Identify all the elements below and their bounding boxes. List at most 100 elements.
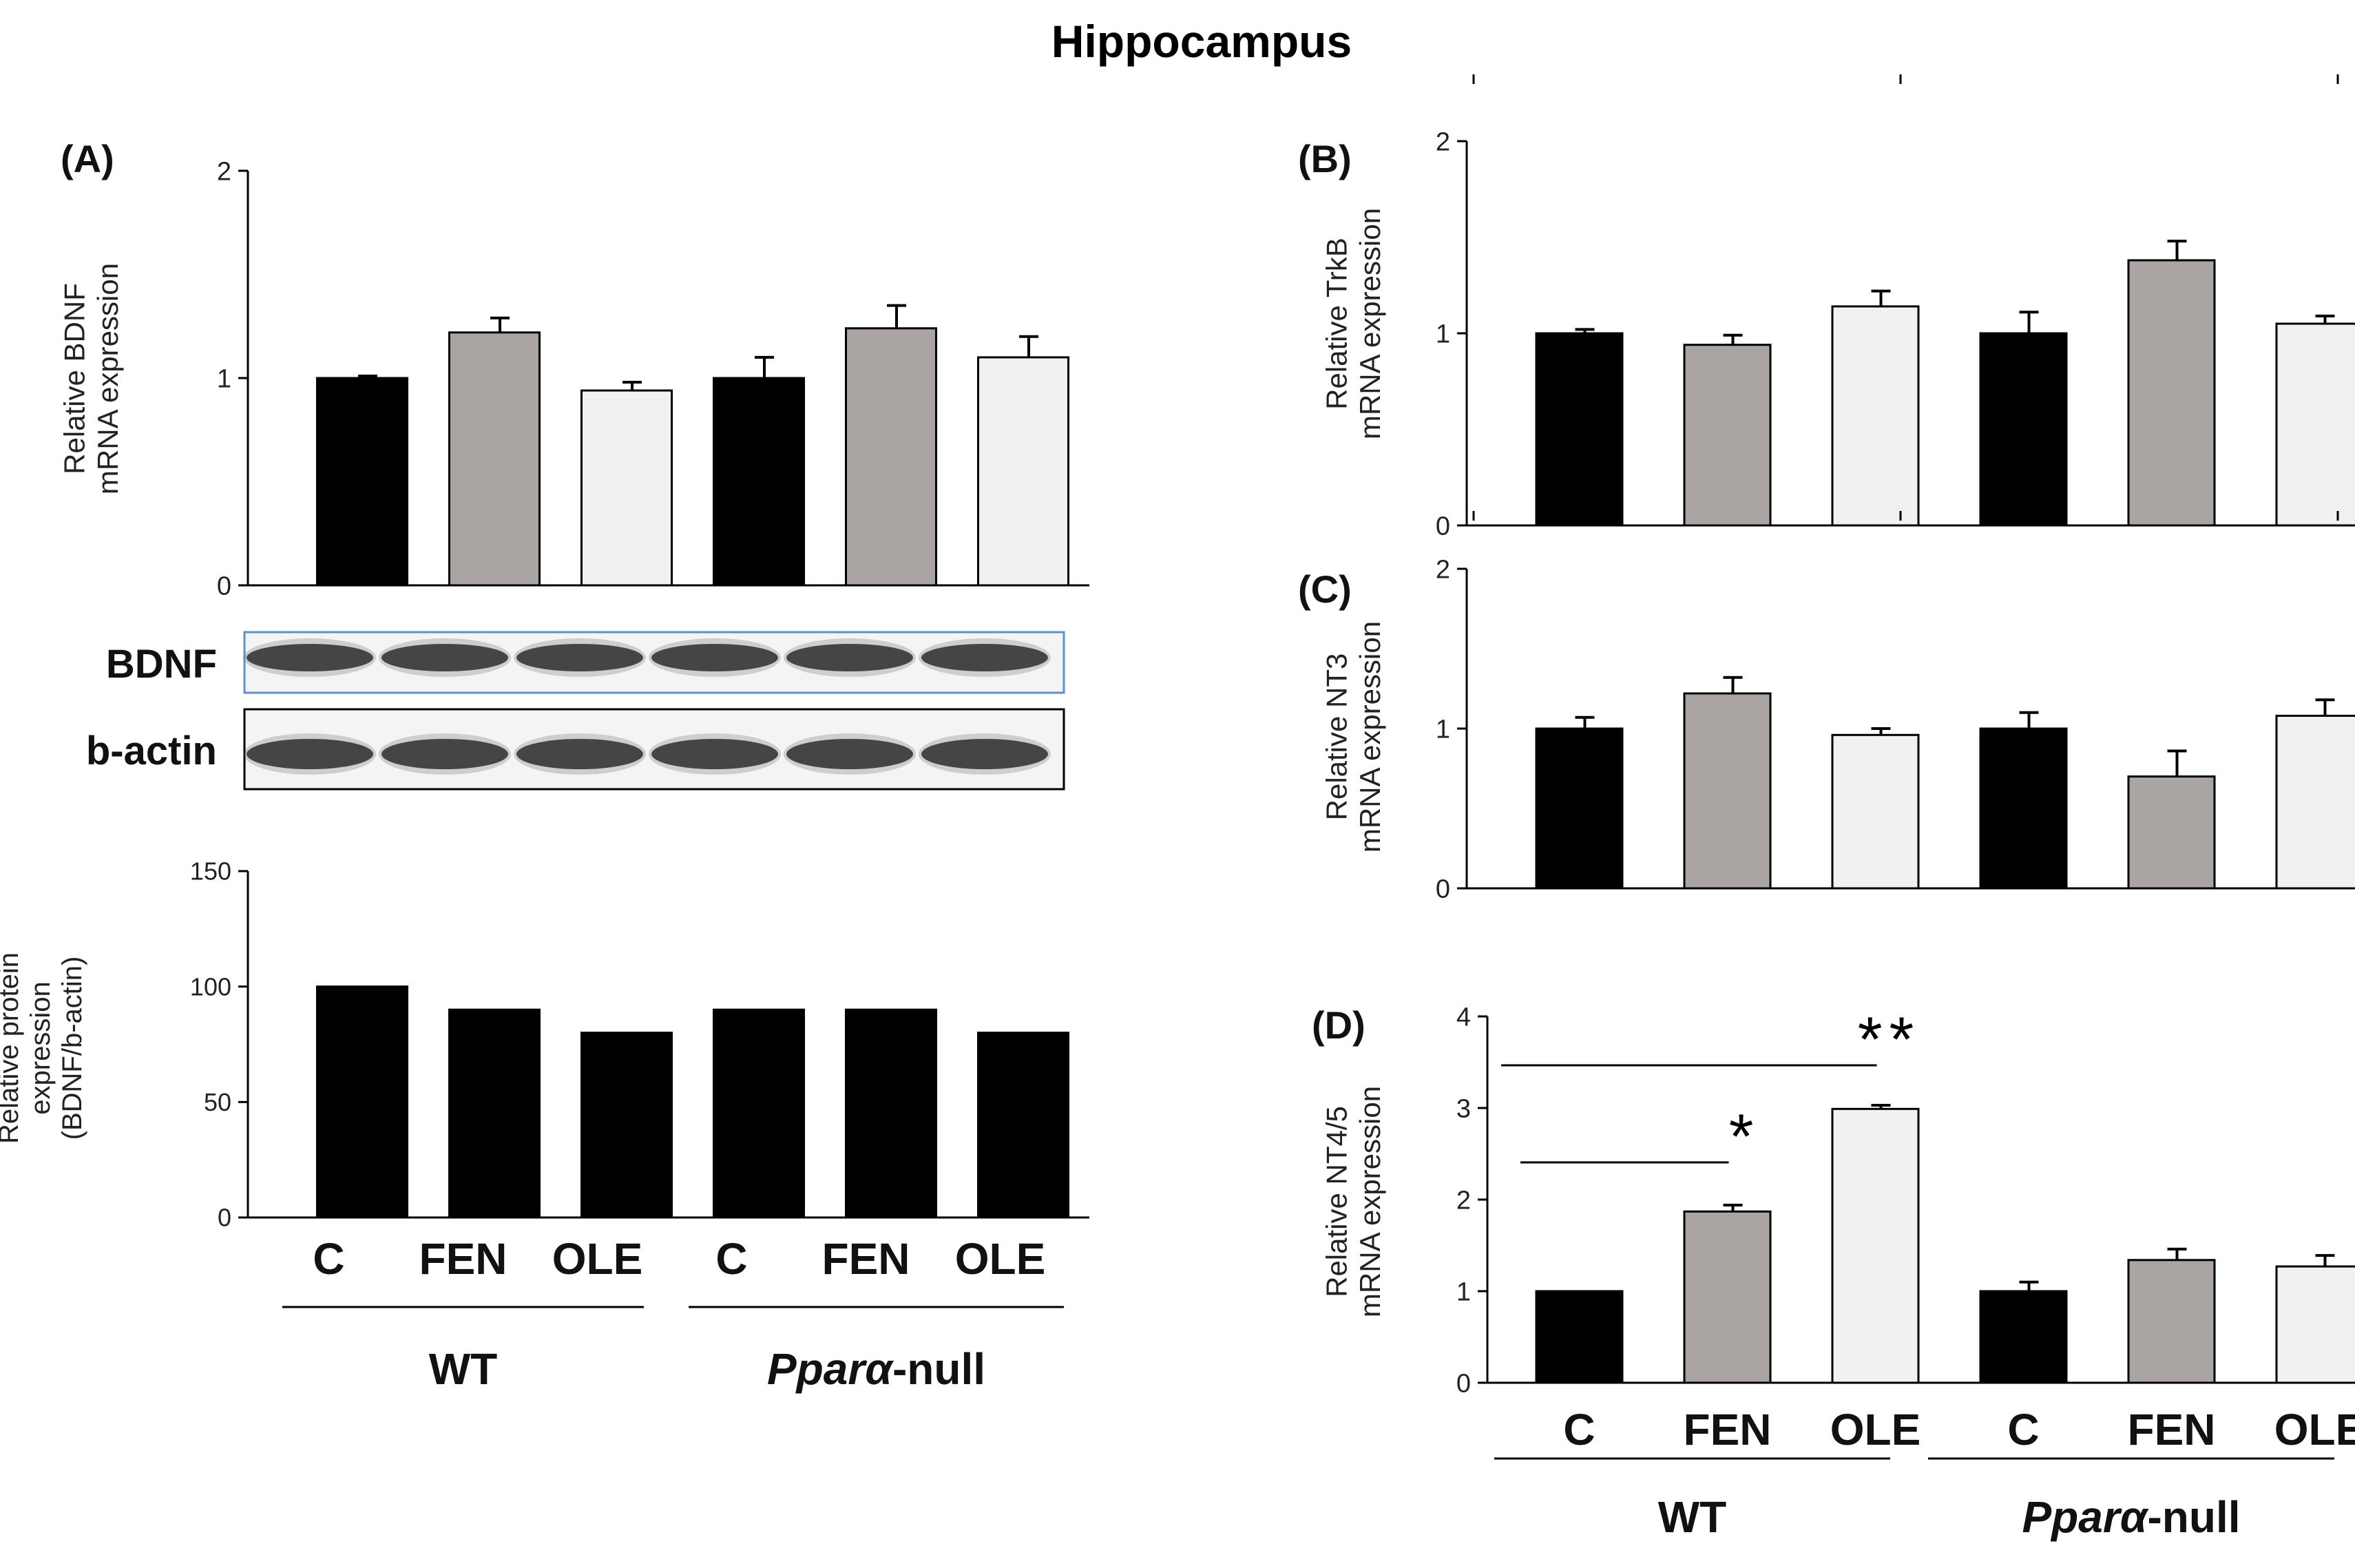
- bar-ole: [977, 356, 1069, 587]
- category-label: C: [313, 1234, 344, 1284]
- blot-band-halo: [379, 733, 511, 775]
- blot-band: [651, 644, 778, 671]
- bar-ole: [1831, 1107, 1920, 1384]
- bar-fen: [1683, 344, 1772, 527]
- blot-band-halo: [244, 638, 376, 677]
- bar-c: [316, 985, 408, 1219]
- blot-band-halo: [649, 733, 781, 775]
- bar-c: [316, 377, 408, 587]
- bar-fen: [2127, 259, 2216, 527]
- y-axis-label-line: mRNA expression: [1354, 208, 1386, 439]
- category-axis-right: C FEN OLE C FEN OLE WT Pparα-null: [1494, 1405, 2355, 1542]
- blot-band: [516, 644, 643, 671]
- category-label: FEN: [419, 1234, 507, 1284]
- y-tick-label: 0: [1436, 875, 1450, 903]
- blot-band: [247, 644, 373, 671]
- y-axis-label-line: expression: [25, 981, 56, 1114]
- y-axis-label-line: Relative NT4/5: [1321, 1106, 1353, 1297]
- group-label: WT: [1658, 1492, 1727, 1542]
- bar-c: [1535, 332, 1624, 527]
- group-label: WT: [429, 1344, 498, 1394]
- y-axis-label: Relative NT3mRNA expression: [1321, 621, 1386, 853]
- blot-band-halo: [784, 638, 916, 677]
- bar-ole: [580, 389, 673, 587]
- y-axis-label-line: Relative NT3: [1321, 654, 1353, 821]
- bar-ole: [580, 1032, 673, 1219]
- bar-c: [1535, 1290, 1624, 1384]
- bar-fen: [448, 1008, 541, 1219]
- blot-band: [247, 739, 373, 769]
- bar-c: [1979, 1290, 2068, 1384]
- category-label: C: [2007, 1405, 2039, 1454]
- bar-ole: [1831, 733, 1920, 890]
- group-label-italic: Pparα: [2022, 1492, 2148, 1542]
- blot-band-halo: [244, 733, 376, 775]
- y-axis-label: Relative BDNFmRNA expression: [59, 263, 124, 494]
- category-label: FEN: [2128, 1405, 2216, 1454]
- group-label: Pparα-null: [767, 1344, 985, 1394]
- blot-band-halo: [919, 733, 1051, 775]
- category-label: OLE: [1830, 1405, 1921, 1454]
- blot-band: [381, 739, 508, 769]
- panel-label: (B): [1298, 137, 1352, 180]
- blot-row-label: b-actin: [86, 729, 217, 773]
- category-label: C: [1563, 1405, 1595, 1454]
- bar-ole: [1831, 305, 1920, 527]
- y-tick-label: 1: [1436, 320, 1450, 348]
- blot-band-halo: [784, 733, 916, 775]
- blot-band-halo: [919, 638, 1051, 677]
- y-tick-label: 0: [218, 1204, 231, 1232]
- bar-ole: [2275, 714, 2355, 890]
- y-axis-label: Relative TrkBmRNA expression: [1321, 208, 1386, 439]
- group-label-italic: Pparα: [767, 1344, 894, 1394]
- y-tick-label: 2: [1436, 127, 1450, 156]
- category-label: FEN: [1684, 1405, 1772, 1454]
- blot-band: [921, 739, 1048, 769]
- bar-ole: [977, 1032, 1069, 1219]
- bar-c: [1979, 332, 2068, 527]
- significance-mark: *: [1729, 1102, 1754, 1172]
- y-tick-label: 50: [204, 1088, 231, 1116]
- panel-label: (A): [61, 137, 114, 180]
- bar-c: [1979, 727, 2068, 890]
- y-tick-label: 1: [1456, 1277, 1471, 1306]
- y-tick-label: 0: [1456, 1369, 1471, 1398]
- y-tick-label: 1: [217, 364, 231, 393]
- figure-title: Hippocampus: [1051, 16, 1352, 67]
- chart-panel-a2: 0 50 100 150 Relative proteinexpression(BDNF…: [0, 857, 1089, 1232]
- bar-fen: [2127, 1259, 2216, 1384]
- bar-fen: [1683, 1210, 1772, 1384]
- y-tick-label: 1: [1436, 715, 1450, 744]
- blot-row-bdnf: BDNF: [106, 631, 1065, 694]
- y-axis-label-line: Relative protein: [0, 952, 24, 1144]
- blot-band: [786, 739, 913, 769]
- bar-ole: [2275, 1265, 2355, 1384]
- y-axis-label-line: mRNA expression: [1354, 621, 1386, 853]
- y-tick-label: 3: [1456, 1094, 1471, 1123]
- category-label: OLE: [955, 1234, 1046, 1284]
- y-axis-label-line: (BDNF/b-actin): [57, 957, 87, 1140]
- bar-c: [713, 1008, 805, 1219]
- y-axis-label: Relative NT4/5mRNA expression: [1321, 1086, 1386, 1317]
- panel-label: (D): [1312, 1003, 1365, 1047]
- bar-c: [713, 377, 805, 587]
- bar-fen: [845, 327, 937, 587]
- category-axis-left: C FEN OLE C FEN OLE WT Pparα-null: [282, 1234, 1064, 1394]
- bar-fen: [2127, 775, 2216, 890]
- y-axis-label-line: Relative TrkB: [1321, 238, 1353, 410]
- blot-band-halo: [379, 638, 511, 677]
- y-axis-label: Relative proteinexpression(BDNF/b-actin): [0, 952, 87, 1144]
- panel-label: (C): [1298, 567, 1352, 611]
- y-tick-label: 2: [217, 157, 231, 186]
- blot-band-halo: [514, 638, 646, 677]
- blot-band: [921, 644, 1048, 671]
- blot-row-label: BDNF: [106, 642, 217, 687]
- blot-band: [516, 739, 643, 769]
- y-axis-label-line: mRNA expression: [92, 263, 124, 494]
